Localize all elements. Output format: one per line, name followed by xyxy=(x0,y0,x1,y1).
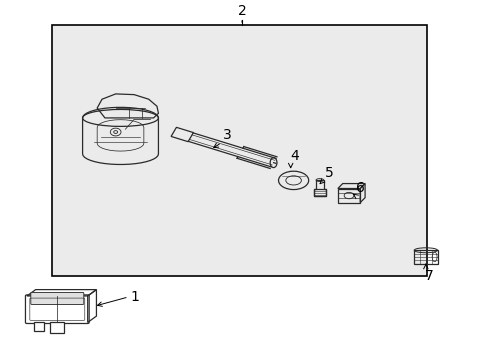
FancyBboxPatch shape xyxy=(25,295,89,324)
Bar xyxy=(50,323,63,333)
Text: 1: 1 xyxy=(130,290,139,304)
Text: 7: 7 xyxy=(424,269,433,283)
Bar xyxy=(34,323,44,331)
Bar xyxy=(313,189,325,195)
Bar xyxy=(337,189,360,203)
Bar xyxy=(413,250,437,264)
Bar xyxy=(52,25,426,276)
Text: 3: 3 xyxy=(222,127,231,141)
Text: 2: 2 xyxy=(237,4,246,18)
Text: 6: 6 xyxy=(356,180,365,194)
Text: 5: 5 xyxy=(324,166,333,180)
Text: 4: 4 xyxy=(290,149,299,163)
FancyBboxPatch shape xyxy=(31,292,83,305)
